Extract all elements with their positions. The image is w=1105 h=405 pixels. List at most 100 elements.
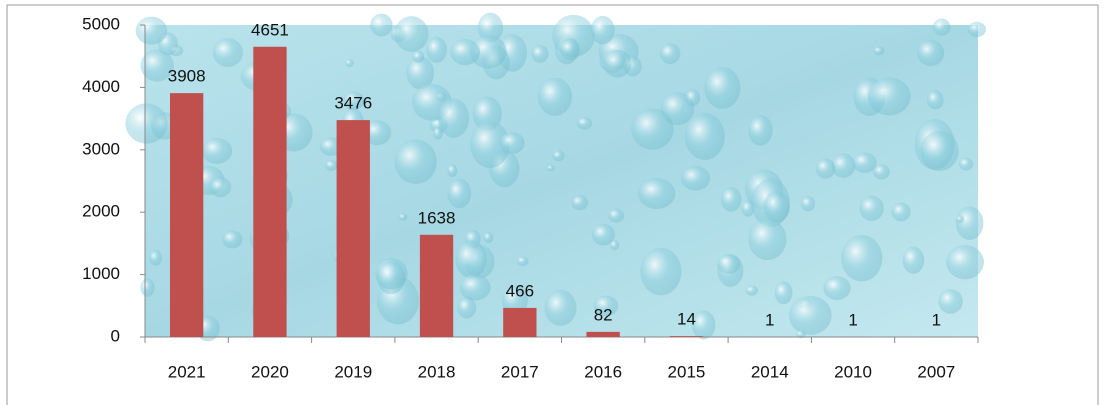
x-tick-label: 2007: [917, 362, 955, 381]
x-tick-label: 2017: [501, 362, 539, 381]
drop: [447, 178, 472, 209]
drop: [926, 90, 944, 110]
bar: [586, 331, 620, 337]
drop: [704, 66, 741, 109]
drop: [831, 153, 856, 178]
drop: [469, 35, 507, 69]
y-tick-label: 4000: [82, 77, 120, 96]
drop: [603, 49, 632, 78]
drop: [932, 18, 951, 36]
y-tick-label: 5000: [82, 14, 120, 33]
drop: [537, 77, 573, 116]
drop: [967, 21, 987, 37]
drop: [149, 249, 163, 266]
drop: [852, 152, 877, 173]
drop: [867, 77, 911, 116]
drop: [501, 285, 528, 316]
drop: [800, 196, 816, 212]
drop: [212, 38, 243, 67]
drop: [873, 46, 885, 56]
drop: [741, 200, 755, 217]
drop: [459, 274, 491, 301]
drop: [363, 120, 392, 146]
drop: [955, 206, 984, 240]
drop: [345, 58, 354, 68]
drop: [720, 187, 742, 212]
drop: [659, 43, 681, 65]
drop: [222, 230, 243, 249]
drop: [745, 285, 759, 296]
x-tick-label: 2019: [334, 362, 372, 381]
drop: [394, 16, 429, 52]
drop: [483, 231, 494, 243]
drop: [748, 115, 773, 146]
drop: [576, 117, 593, 130]
drop: [873, 164, 890, 180]
drop: [608, 208, 625, 223]
data-label: 466: [506, 281, 534, 300]
drop: [691, 310, 716, 340]
drop: [140, 278, 155, 297]
drop: [531, 44, 549, 63]
y-tick-label: 0: [111, 326, 120, 345]
y-tick-label: 1000: [82, 264, 120, 283]
data-label: 14: [677, 310, 696, 329]
drop: [343, 91, 365, 110]
drop: [394, 139, 437, 184]
drop: [796, 330, 806, 339]
drop: [610, 240, 620, 251]
drop: [546, 164, 555, 172]
drop: [398, 213, 408, 221]
drop: [447, 164, 458, 178]
bar: [669, 336, 704, 337]
drop: [135, 16, 168, 45]
drop: [140, 49, 174, 82]
drop: [920, 130, 959, 172]
drop: [450, 39, 481, 66]
drop: [499, 132, 525, 154]
x-tick-label: 2014: [751, 362, 789, 381]
drop: [319, 137, 343, 156]
bar: [253, 46, 287, 338]
bar: [419, 234, 454, 337]
x-tick-label: 2020: [251, 362, 289, 381]
drop: [433, 126, 443, 140]
drop: [763, 191, 790, 223]
bar: [169, 93, 204, 337]
drop: [376, 261, 406, 295]
x-tick-label: 2018: [418, 362, 456, 381]
drop: [717, 254, 741, 274]
drop: [859, 195, 884, 221]
drop: [891, 202, 911, 222]
data-label: 1: [932, 310, 941, 329]
drop: [774, 281, 793, 305]
drop: [455, 240, 487, 278]
drop: [788, 295, 832, 335]
data-label: 4651: [251, 20, 289, 39]
x-tick-label: 2010: [834, 362, 872, 381]
drop: [955, 215, 965, 224]
data-label: 1638: [418, 208, 456, 227]
drop: [552, 150, 565, 162]
drop: [325, 160, 338, 171]
drop: [631, 108, 674, 150]
x-tick-label: 2021: [168, 362, 206, 381]
drop: [201, 137, 233, 164]
drop: [477, 12, 504, 43]
drop: [958, 157, 974, 171]
drop: [406, 56, 435, 90]
drop: [571, 195, 589, 211]
drop: [470, 121, 510, 169]
x-tick-label: 2016: [584, 362, 622, 381]
drop: [457, 296, 477, 319]
drop: [946, 245, 984, 280]
data-label: 1: [765, 310, 774, 329]
data-label: 3476: [334, 94, 372, 113]
drop: [938, 289, 963, 314]
y-tick-label: 2000: [82, 202, 120, 221]
drop: [748, 218, 787, 261]
bar: [503, 307, 537, 337]
drop: [426, 36, 447, 63]
drop: [917, 39, 945, 67]
